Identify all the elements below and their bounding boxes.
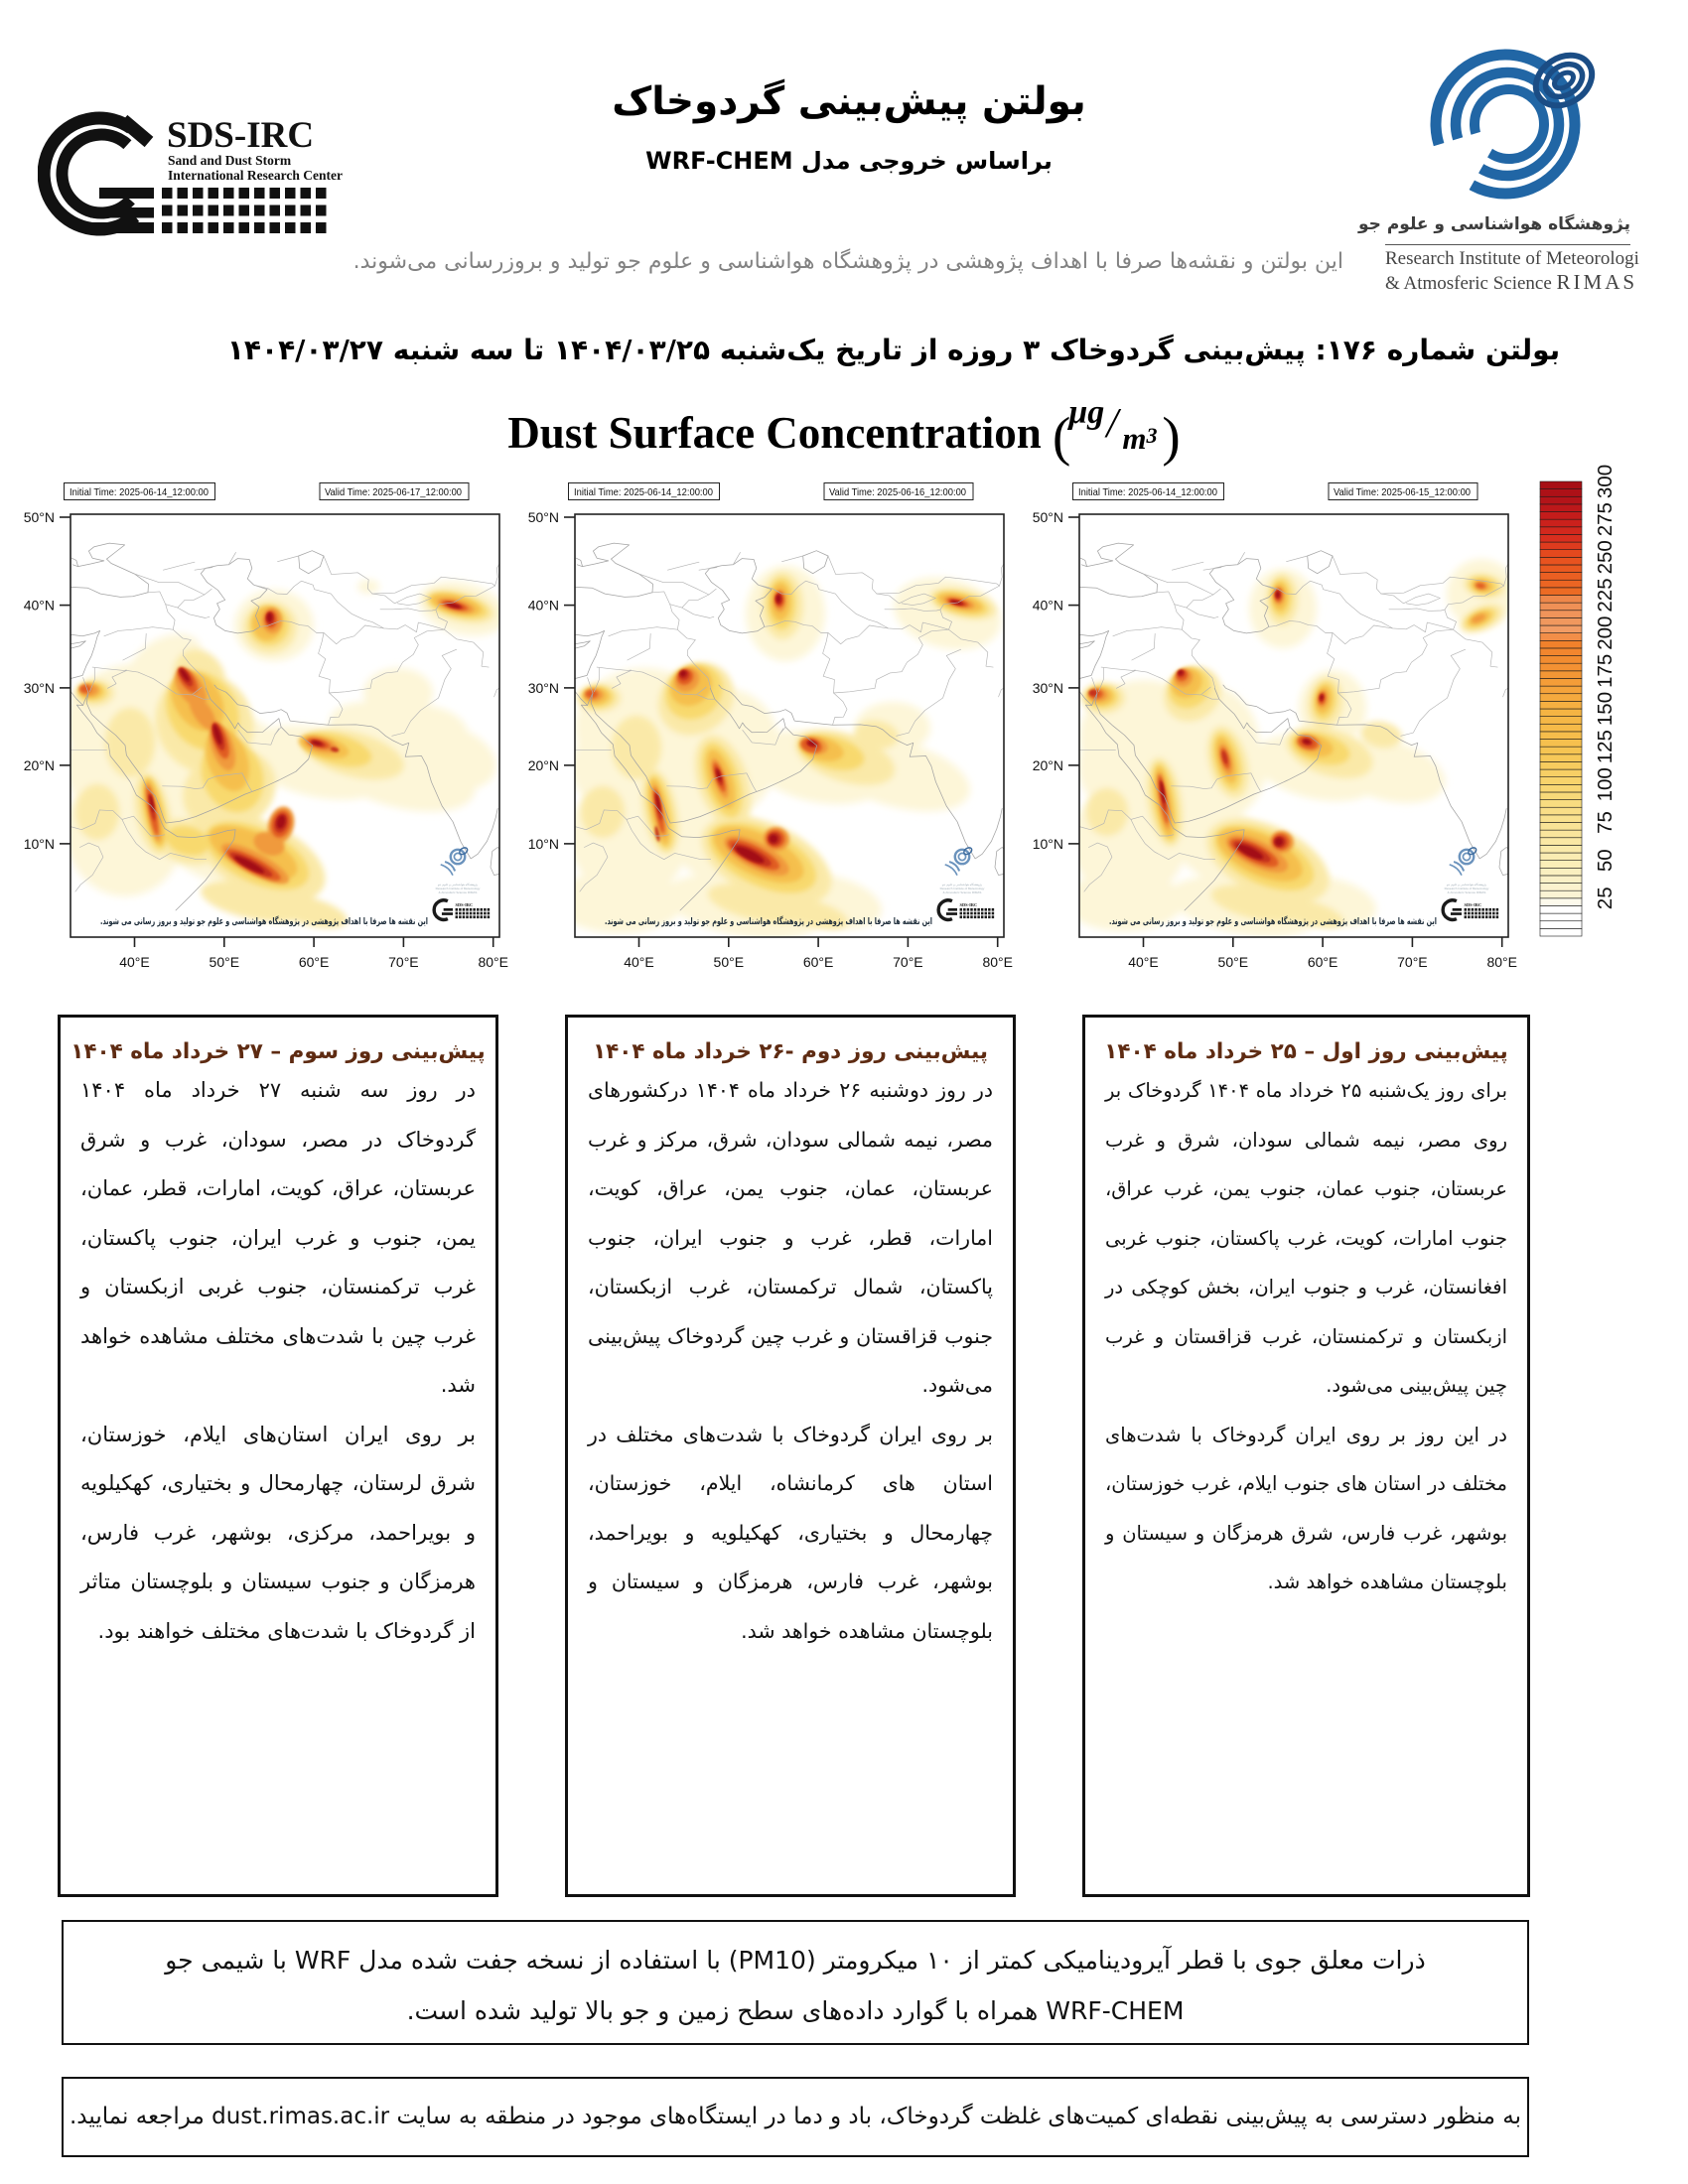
svg-text:40°N: 40°N: [24, 598, 55, 614]
svg-text:100: 100: [1594, 767, 1617, 801]
svg-text:40°E: 40°E: [1128, 954, 1159, 970]
svg-text:80°E: 80°E: [478, 954, 508, 970]
svg-text:80°E: 80°E: [1486, 954, 1517, 970]
svg-text:10°N: 10°N: [24, 836, 55, 852]
svg-text:& Atmosferic Science RIMAS: & Atmosferic Science RIMAS: [1448, 890, 1486, 894]
svg-text:50°N: 50°N: [528, 509, 559, 525]
svg-text:20°N: 20°N: [1033, 757, 1063, 773]
svg-text:30°N: 30°N: [1033, 680, 1063, 696]
svg-text:125: 125: [1594, 730, 1617, 763]
svg-text:300: 300: [1594, 465, 1617, 498]
svg-text:50°E: 50°E: [1218, 954, 1249, 970]
svg-text:Initial Time: 2025-06-14_12:00: Initial Time: 2025-06-14_12:00:00: [70, 486, 209, 498]
svg-text:50°N: 50°N: [1033, 509, 1063, 525]
svg-text:این نقشه ها صرفا با اهداف پژوه: این نقشه ها صرفا با اهداف پژوهشی در پژوه…: [100, 915, 428, 927]
svg-text:20°N: 20°N: [528, 757, 559, 773]
svg-text:SDS-IRC: SDS-IRC: [456, 902, 474, 907]
svg-text:150: 150: [1594, 692, 1617, 726]
svg-text:Valid Time: 2025-06-16_12:00:0: Valid Time: 2025-06-16_12:00:00: [829, 486, 966, 498]
svg-text:Sand and Dust Storm: Sand and Dust Storm: [168, 153, 292, 168]
svg-text:این نقشه ها صرفا با اهداف پژوه: این نقشه ها صرفا با اهداف پژوهشی در پژوه…: [1109, 915, 1437, 927]
svg-text:40°E: 40°E: [624, 954, 654, 970]
svg-text:International Research Center: International Research Center: [168, 168, 343, 183]
svg-text:SDS-IRC: SDS-IRC: [167, 115, 314, 156]
svg-text:Research Institute of Meteorol: Research Institute of Meteorology: [940, 887, 985, 890]
svg-text:60°E: 60°E: [803, 954, 834, 970]
svg-text:20°N: 20°N: [24, 757, 55, 773]
svg-text:Valid Time: 2025-06-15_12:00:0: Valid Time: 2025-06-15_12:00:00: [1334, 486, 1471, 498]
svg-text:Valid Time: 2025-06-17_12:00:0: Valid Time: 2025-06-17_12:00:00: [325, 486, 462, 498]
svg-text:SDS-IRC: SDS-IRC: [1465, 902, 1482, 907]
svg-text:30°N: 30°N: [24, 680, 55, 696]
svg-text:175: 175: [1594, 654, 1617, 688]
svg-text:70°E: 70°E: [388, 954, 419, 970]
svg-text:50°N: 50°N: [24, 509, 55, 525]
svg-text:10°N: 10°N: [1033, 836, 1063, 852]
svg-text:40°N: 40°N: [1033, 598, 1063, 614]
svg-text:50: 50: [1594, 849, 1617, 872]
svg-text:70°E: 70°E: [893, 954, 923, 970]
svg-text:60°E: 60°E: [299, 954, 330, 970]
svg-text:& Atmosferic Science RIMAS: & Atmosferic Science RIMAS: [439, 890, 478, 894]
svg-text:30°N: 30°N: [528, 680, 559, 696]
svg-text:پژوهشگاه هواشناسی و علوم جو: پژوهشگاه هواشناسی و علوم جو: [1446, 883, 1486, 887]
svg-text:SDS-IRC: SDS-IRC: [960, 902, 978, 907]
svg-text:پژوهشگاه هواشناسی و علوم جو: پژوهشگاه هواشناسی و علوم جو: [941, 883, 982, 887]
svg-text:Research Institute of Meteorol: Research Institute of Meteorology: [1445, 887, 1489, 890]
svg-text:75: 75: [1594, 811, 1617, 834]
svg-text:60°E: 60°E: [1308, 954, 1338, 970]
svg-text:& Atmosferic Science RIMAS: & Atmosferic Science RIMAS: [943, 890, 982, 894]
svg-text:200: 200: [1594, 616, 1617, 650]
svg-text:Initial Time: 2025-06-14_12:00: Initial Time: 2025-06-14_12:00:00: [574, 486, 713, 498]
svg-text:25: 25: [1594, 887, 1617, 909]
svg-text:Initial Time: 2025-06-14_12:00: Initial Time: 2025-06-14_12:00:00: [1078, 486, 1217, 498]
svg-text:50°E: 50°E: [714, 954, 745, 970]
svg-text:40°E: 40°E: [119, 954, 150, 970]
svg-text:80°E: 80°E: [982, 954, 1013, 970]
svg-text:پژوهشگاه هواشناسی و علوم جو: پژوهشگاه هواشناسی و علوم جو: [437, 883, 478, 887]
svg-text:Research Institute of Meteorol: Research Institute of Meteorology: [436, 887, 481, 890]
svg-text:50°E: 50°E: [210, 954, 240, 970]
svg-text:225: 225: [1594, 578, 1617, 612]
svg-text:275: 275: [1594, 502, 1617, 536]
svg-text:این نقشه ها صرفا با اهداف پژوه: این نقشه ها صرفا با اهداف پژوهشی در پژوه…: [605, 915, 932, 927]
svg-text:10°N: 10°N: [528, 836, 559, 852]
svg-text:250: 250: [1594, 540, 1617, 574]
svg-text:70°E: 70°E: [1397, 954, 1428, 970]
svg-text:40°N: 40°N: [528, 598, 559, 614]
